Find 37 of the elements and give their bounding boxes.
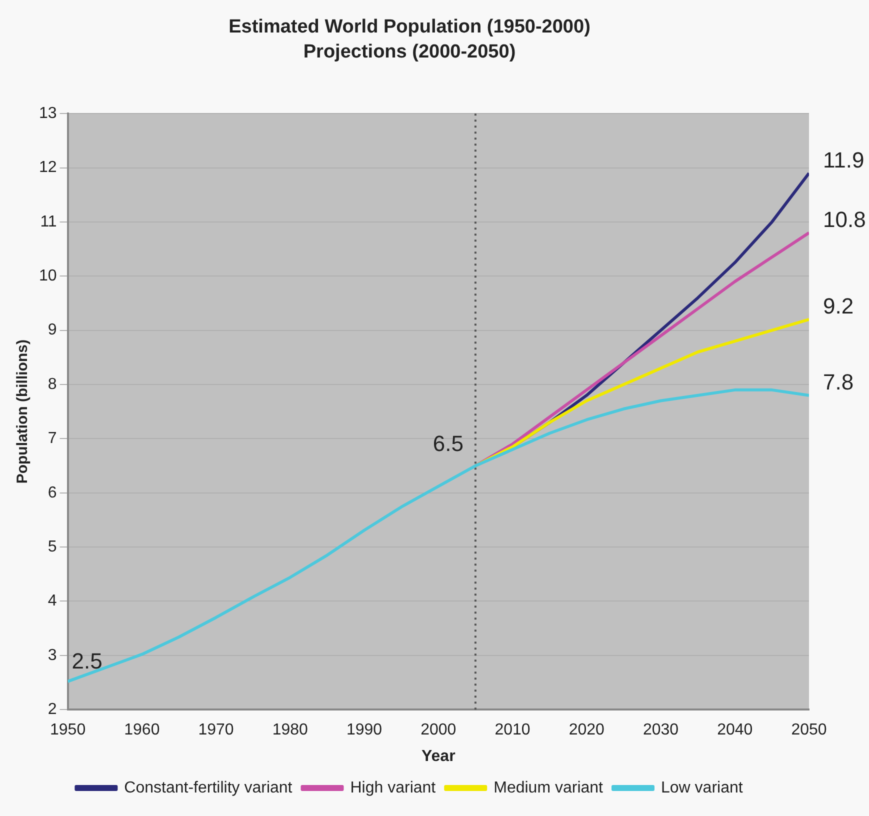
annotation: 7.8 [823,369,854,394]
x-tick-label: 1990 [346,722,382,739]
y-axis-title: Population (billions) [14,340,32,484]
y-tick-label: 12 [39,159,57,176]
x-tick-label: 2040 [717,722,753,739]
legend-label: Low variant [660,779,744,796]
x-tick-label: 2030 [642,722,679,739]
x-tick-label: 1960 [124,722,160,739]
y-tick-label: 7 [48,430,57,448]
chart-subtitle: Projections (2000-2050) [303,41,516,62]
chart-title: Estimated World Population (1950-2000) [228,16,590,38]
y-tick-label: 9 [48,322,57,339]
legend-label: Medium variant [494,779,604,796]
y-tick-label: 10 [39,268,57,285]
annotation: 6.5 [432,430,464,456]
x-tick-label: 2000 [420,722,456,739]
x-tick-label: 2010 [494,722,530,739]
y-tick-label: 11 [40,213,57,230]
y-tick-label: 13 [39,105,57,122]
annotation: 9.2 [823,294,854,319]
x-tick-label: 2020 [568,722,605,739]
x-tick-label: 1980 [272,722,308,739]
x-axis-title: Year [421,748,456,765]
x-tick-label: 2050 [791,722,827,739]
annotation: 10.8 [823,206,866,232]
y-tick-label: 5 [48,538,57,556]
y-tick-label: 2 [48,701,57,718]
x-tick-label: 1970 [198,722,234,739]
y-tick-label: 8 [48,376,57,393]
annotation: 2.5 [72,648,102,674]
y-tick-label: 4 [48,592,57,610]
y-tick-label: 6 [48,484,57,502]
annotation: 11.9 [823,147,864,172]
x-tick-label: 1950 [50,722,86,739]
legend-label: Constant-fertility variant [124,779,293,796]
y-tick-label: 3 [48,646,57,664]
legend-label: High variant [350,779,436,796]
